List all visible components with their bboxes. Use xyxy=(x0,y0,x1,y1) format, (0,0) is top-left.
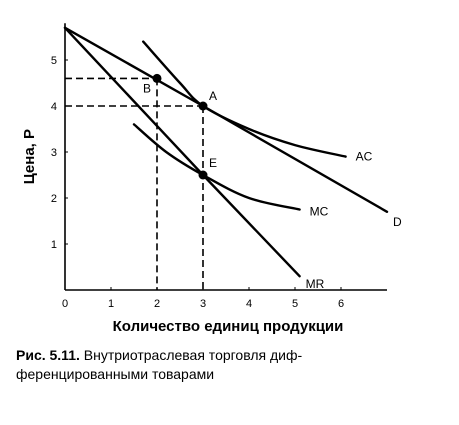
curve-label-mr: MR xyxy=(306,277,325,291)
y-tick-label: 5 xyxy=(51,55,57,67)
curve-mr xyxy=(63,26,301,278)
y-tick-label: 4 xyxy=(51,101,57,113)
points: A B E xyxy=(143,73,217,180)
curve-label-d: D xyxy=(393,215,402,229)
x-tick-label: 6 xyxy=(338,298,344,310)
curves: D MR AC MC xyxy=(63,26,402,291)
point-label-b: B xyxy=(143,81,151,95)
point-label-a: A xyxy=(209,89,217,103)
axes xyxy=(64,23,387,291)
point-e xyxy=(198,170,208,180)
x-tick-label: 1 xyxy=(108,298,114,310)
y-tick-label: 1 xyxy=(51,239,57,251)
curve-label-ac: AC xyxy=(356,150,373,164)
guide-lines xyxy=(65,77,204,290)
y-axis-title: Цена, P xyxy=(21,129,38,184)
x-tick-label: 4 xyxy=(246,298,252,310)
point-b xyxy=(152,73,162,83)
figure-caption: Рис. 5.11. Внутриотраслевая торговля диф… xyxy=(16,346,436,384)
x-tick-label: 3 xyxy=(200,298,206,310)
y-tick-label: 3 xyxy=(51,147,57,159)
tick-labels: 0 1 2 3 4 5 6 1 2 3 4 5 xyxy=(51,55,344,310)
x-tick-label: 5 xyxy=(292,298,298,310)
caption-line-2: ференцированными товарами xyxy=(16,366,215,382)
curve-label-mc: MC xyxy=(310,205,329,219)
caption-line-1: Внутриотраслевая торговля диф- xyxy=(83,347,303,363)
caption-figure-number: Рис. 5.11. xyxy=(16,347,80,363)
x-tick-label: 0 xyxy=(62,298,68,310)
point-a xyxy=(198,101,208,111)
y-tick-label: 2 xyxy=(51,193,57,205)
x-tick-label: 2 xyxy=(154,298,160,310)
point-label-e: E xyxy=(209,156,217,170)
curve-ac xyxy=(142,40,347,158)
x-axis-title: Количество единиц продукции xyxy=(113,318,344,335)
